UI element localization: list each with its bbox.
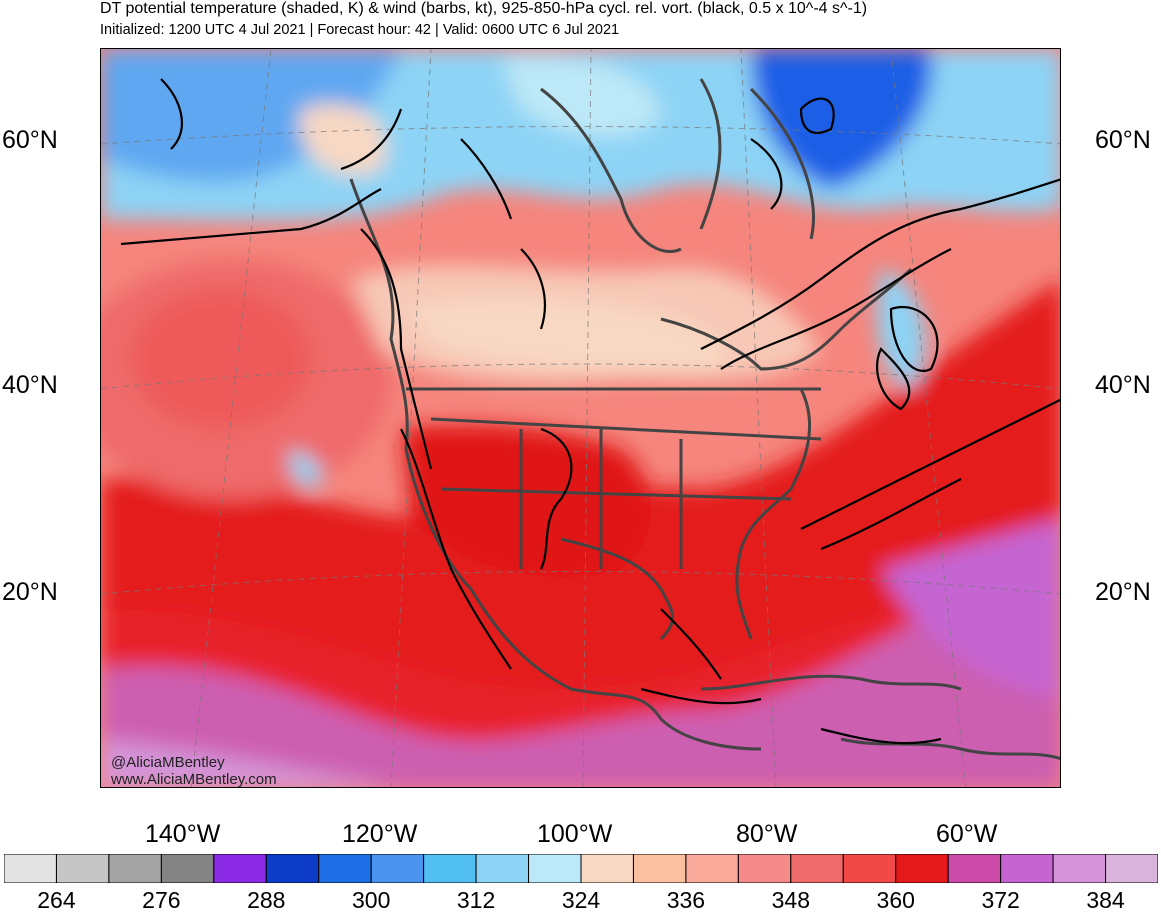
credit-handle: @AliciaMBentley: [111, 754, 225, 771]
colorbar-swatch: [528, 854, 582, 883]
colorbar-swatch: [1105, 854, 1158, 883]
map-title: DT potential temperature (shaded, K) & w…: [100, 0, 868, 17]
colorbar-label: 300: [351, 887, 391, 913]
credit-url: www.AliciaMBentley.com: [111, 771, 277, 788]
colorbar-label: 276: [142, 887, 181, 913]
colorbar-swatch: [160, 854, 215, 883]
colorbar-swatch: [632, 854, 687, 883]
map-canvas: [101, 49, 1060, 787]
temperature-shading: [101, 49, 1060, 787]
lon-label-60w: 60°W: [936, 820, 998, 848]
graticule: [101, 49, 1060, 787]
colorbar-swatch: [213, 854, 267, 883]
colorbar-swatch: [947, 854, 1002, 883]
colorbar-swatch: [4, 854, 57, 883]
colorbar-label: 264: [37, 887, 76, 913]
colorbar-swatch: [790, 854, 844, 883]
lat-label-60n-right: 60°N: [1095, 126, 1151, 154]
colorbar-swatch: [370, 854, 425, 883]
colorbar-swatch: [318, 854, 372, 883]
colorbar-label: 312: [456, 887, 496, 913]
lat-label-60n-left: 60°N: [2, 126, 58, 154]
coastlines: [349, 78, 1060, 761]
colorbar-label: 384: [1086, 887, 1125, 913]
colorbar-swatch: [685, 854, 739, 883]
colorbar-swatch: [108, 854, 162, 883]
lat-label-40n-left: 40°N: [2, 371, 58, 399]
colorbar-swatch: [265, 854, 320, 883]
colorbar-swatch: [475, 854, 530, 883]
colorbar-swatch: [842, 854, 897, 883]
colorbar-swatch: [1000, 854, 1054, 883]
colorbar-swatch: [895, 854, 949, 883]
colorbar-label: 372: [981, 887, 1020, 913]
colorbar-swatch: [580, 854, 634, 883]
colorbar-label: 336: [666, 887, 706, 913]
colorbar-swatch: [55, 854, 110, 883]
lat-label-40n-right: 40°N: [1095, 371, 1151, 399]
lon-label-100w: 100°W: [537, 820, 613, 848]
colorbar-swatch: [423, 854, 477, 883]
lon-label-140w: 140°W: [145, 820, 221, 848]
lat-label-20n-right: 20°N: [1095, 578, 1151, 606]
colorbar-label: 324: [561, 887, 601, 913]
colorbar-swatch: [737, 854, 792, 883]
colorbar-label: 288: [247, 887, 286, 913]
vorticity-contours: [120, 78, 1060, 745]
weather-map[interactable]: @AliciaMBentley www.AliciaMBentley.com: [100, 48, 1061, 788]
colorbar-label: 360: [876, 887, 915, 913]
lon-label-80w: 80°W: [736, 820, 798, 848]
colorbar: [4, 854, 1158, 883]
colorbar-label: 348: [771, 887, 810, 913]
lon-label-120w: 120°W: [342, 820, 418, 848]
lat-label-20n-left: 20°N: [2, 578, 58, 606]
map-subtitle: Initialized: 1200 UTC 4 Jul 2021 | Forec…: [100, 22, 620, 38]
colorbar-swatch: [1052, 854, 1107, 883]
